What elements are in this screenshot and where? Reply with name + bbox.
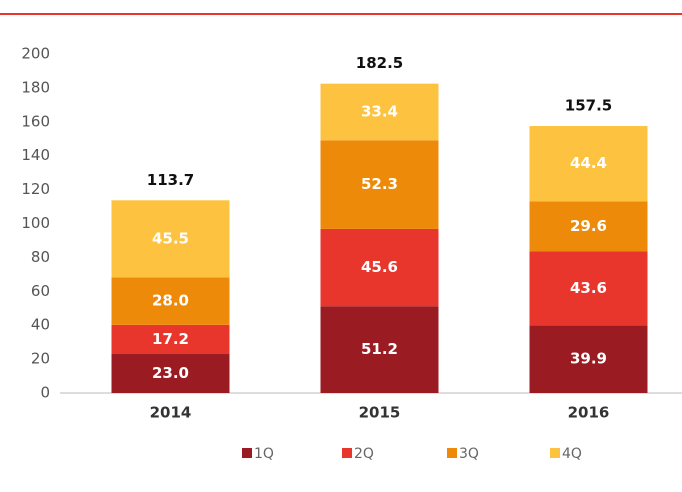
legend-swatch xyxy=(242,448,252,458)
value-label: 23.0 xyxy=(152,364,189,382)
bar-segment xyxy=(320,306,439,393)
y-tick-label: 40 xyxy=(31,316,50,334)
value-label: 52.3 xyxy=(361,175,398,193)
legend-label: 2Q xyxy=(354,446,374,462)
y-tick-label: 80 xyxy=(31,248,50,266)
y-tick-label: 0 xyxy=(40,384,50,402)
bar-segment xyxy=(529,325,648,393)
total-label: 113.7 xyxy=(147,171,194,189)
y-tick-label: 140 xyxy=(21,146,50,164)
y-tick-label: 160 xyxy=(21,112,50,130)
bar-segment xyxy=(111,354,230,393)
value-label: 45.6 xyxy=(361,258,398,276)
value-label: 51.2 xyxy=(361,340,398,358)
value-label: 28.0 xyxy=(152,292,189,310)
legend-swatch xyxy=(550,448,560,458)
bar-segment xyxy=(320,140,439,229)
x-tick-label: 2015 xyxy=(359,404,401,422)
bar-segment xyxy=(111,324,230,355)
y-tick-label: 180 xyxy=(21,78,50,96)
x-tick-label: 2014 xyxy=(150,404,192,422)
bar-segment xyxy=(529,251,648,326)
y-tick-label: 120 xyxy=(21,180,50,198)
y-tick-label: 20 xyxy=(31,350,50,368)
total-label: 182.5 xyxy=(356,54,403,72)
legend-label: 4Q xyxy=(562,446,582,462)
value-label: 33.4 xyxy=(361,102,398,120)
legend-swatch xyxy=(447,448,457,458)
legend-label: 3Q xyxy=(459,446,479,462)
bar-segment xyxy=(529,126,648,202)
y-tick-label: 60 xyxy=(31,282,50,300)
y-tick-label: 200 xyxy=(21,45,50,63)
legend-label: 1Q xyxy=(254,446,274,462)
y-tick-label: 100 xyxy=(21,214,50,232)
legend-swatch xyxy=(342,448,352,458)
value-label: 17.2 xyxy=(152,330,189,348)
bar-segment xyxy=(111,277,230,325)
bar-segment xyxy=(320,83,439,141)
bar-segment xyxy=(529,201,648,252)
value-label: 39.9 xyxy=(570,350,607,368)
value-label: 45.5 xyxy=(152,229,189,247)
value-label: 44.4 xyxy=(570,154,607,172)
value-label: 29.6 xyxy=(570,217,607,235)
value-label: 43.6 xyxy=(570,279,607,297)
x-tick-label: 2016 xyxy=(568,404,610,422)
bar-segment xyxy=(111,200,230,278)
bar-segment xyxy=(320,228,439,307)
total-label: 157.5 xyxy=(565,97,612,115)
